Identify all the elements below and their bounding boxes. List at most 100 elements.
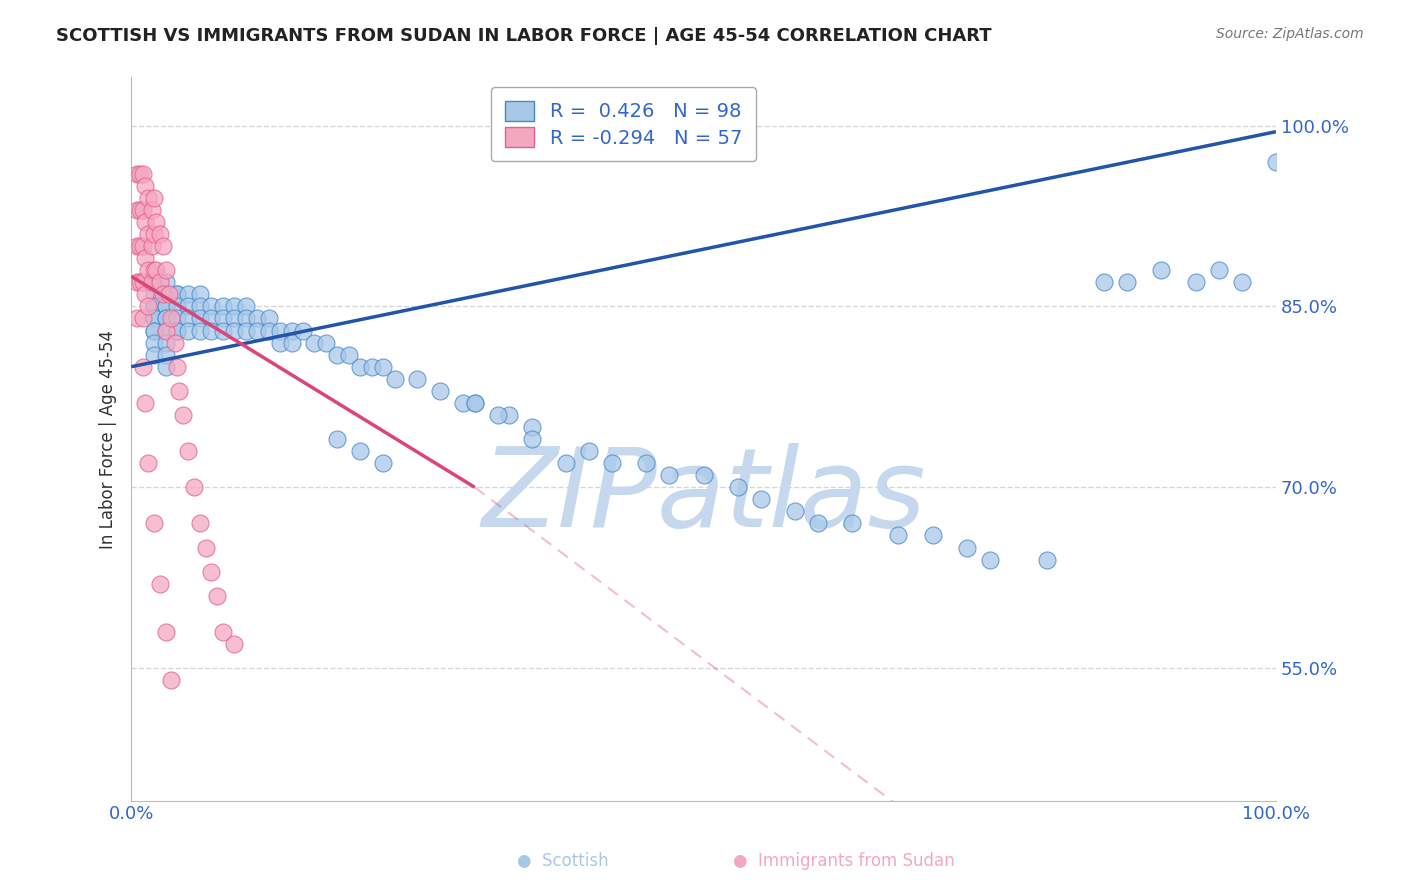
Point (177, 287, 200, 301)
Point (134, 215, 156, 229)
Point (155, 324, 177, 338)
Point (143, 324, 166, 338)
Point (429, 384, 451, 398)
Point (125, 202, 148, 217)
Point (211, 624, 233, 639)
Point (658, 468, 681, 483)
Point (349, 444, 371, 458)
Point (464, 396, 486, 410)
Point (326, 432, 349, 446)
Point (125, 276, 148, 290)
Point (166, 287, 188, 301)
Point (235, 300, 257, 314)
Point (224, 637, 246, 651)
Point (200, 565, 222, 579)
Point (143, 516, 166, 531)
Point (257, 311, 280, 326)
Point (177, 324, 200, 338)
Point (155, 335, 177, 350)
Point (143, 276, 166, 290)
Point (125, 239, 148, 253)
Text: ZIPatlas: ZIPatlas (481, 443, 927, 550)
Point (155, 300, 177, 314)
Text: ●  Immigrants from Sudan: ● Immigrants from Sudan (733, 852, 955, 870)
Point (169, 384, 191, 398)
Point (326, 348, 349, 362)
Point (246, 324, 269, 338)
Point (138, 227, 160, 241)
Point (177, 300, 200, 314)
Point (131, 359, 153, 374)
Point (155, 624, 177, 639)
Point (177, 444, 200, 458)
Point (269, 324, 291, 338)
Point (138, 300, 160, 314)
Point (979, 552, 1001, 566)
Point (125, 167, 148, 181)
Point (155, 359, 177, 374)
Point (143, 227, 166, 241)
Point (200, 324, 222, 338)
Point (155, 263, 177, 277)
Point (149, 276, 172, 290)
Point (157, 287, 180, 301)
Point (166, 311, 188, 326)
Point (555, 456, 578, 470)
Point (1265, 154, 1288, 169)
Point (131, 202, 153, 217)
Point (486, 408, 509, 422)
Point (1230, 276, 1253, 290)
Point (727, 480, 749, 494)
Point (155, 311, 177, 326)
Point (371, 456, 394, 470)
Point (145, 215, 167, 229)
Point (134, 252, 156, 266)
Point (160, 311, 183, 326)
Point (224, 311, 246, 326)
Point (211, 324, 233, 338)
Point (1185, 276, 1208, 290)
Point (145, 263, 167, 277)
Point (269, 335, 291, 350)
Point (155, 287, 177, 301)
Point (152, 287, 174, 301)
Point (141, 276, 163, 290)
Point (143, 335, 166, 350)
Point (143, 311, 166, 326)
Point (304, 335, 326, 350)
Point (205, 589, 228, 603)
Point (785, 504, 807, 518)
Point (200, 300, 222, 314)
Point (578, 444, 600, 458)
Point (384, 372, 406, 386)
Legend: R =  0.426   N = 98, R = -0.294   N = 57: R = 0.426 N = 98, R = -0.294 N = 57 (491, 87, 755, 161)
Point (498, 408, 520, 422)
Point (141, 202, 163, 217)
Point (129, 239, 152, 253)
Point (138, 456, 160, 470)
Point (211, 300, 233, 314)
Point (155, 311, 177, 326)
Point (141, 239, 163, 253)
Point (360, 359, 382, 374)
Point (280, 335, 302, 350)
Point (451, 396, 474, 410)
Point (131, 311, 153, 326)
Point (129, 167, 152, 181)
Point (143, 348, 166, 362)
Point (956, 541, 979, 555)
Point (464, 396, 486, 410)
Point (188, 287, 211, 301)
Text: Source: ZipAtlas.com: Source: ZipAtlas.com (1216, 27, 1364, 41)
Point (1092, 276, 1115, 290)
Point (143, 311, 166, 326)
Point (887, 528, 910, 542)
Point (160, 673, 183, 687)
Point (131, 167, 153, 181)
Point (841, 516, 863, 531)
Point (155, 276, 177, 290)
Point (155, 324, 177, 338)
Point (134, 396, 156, 410)
Point (188, 311, 211, 326)
Point (406, 372, 429, 386)
